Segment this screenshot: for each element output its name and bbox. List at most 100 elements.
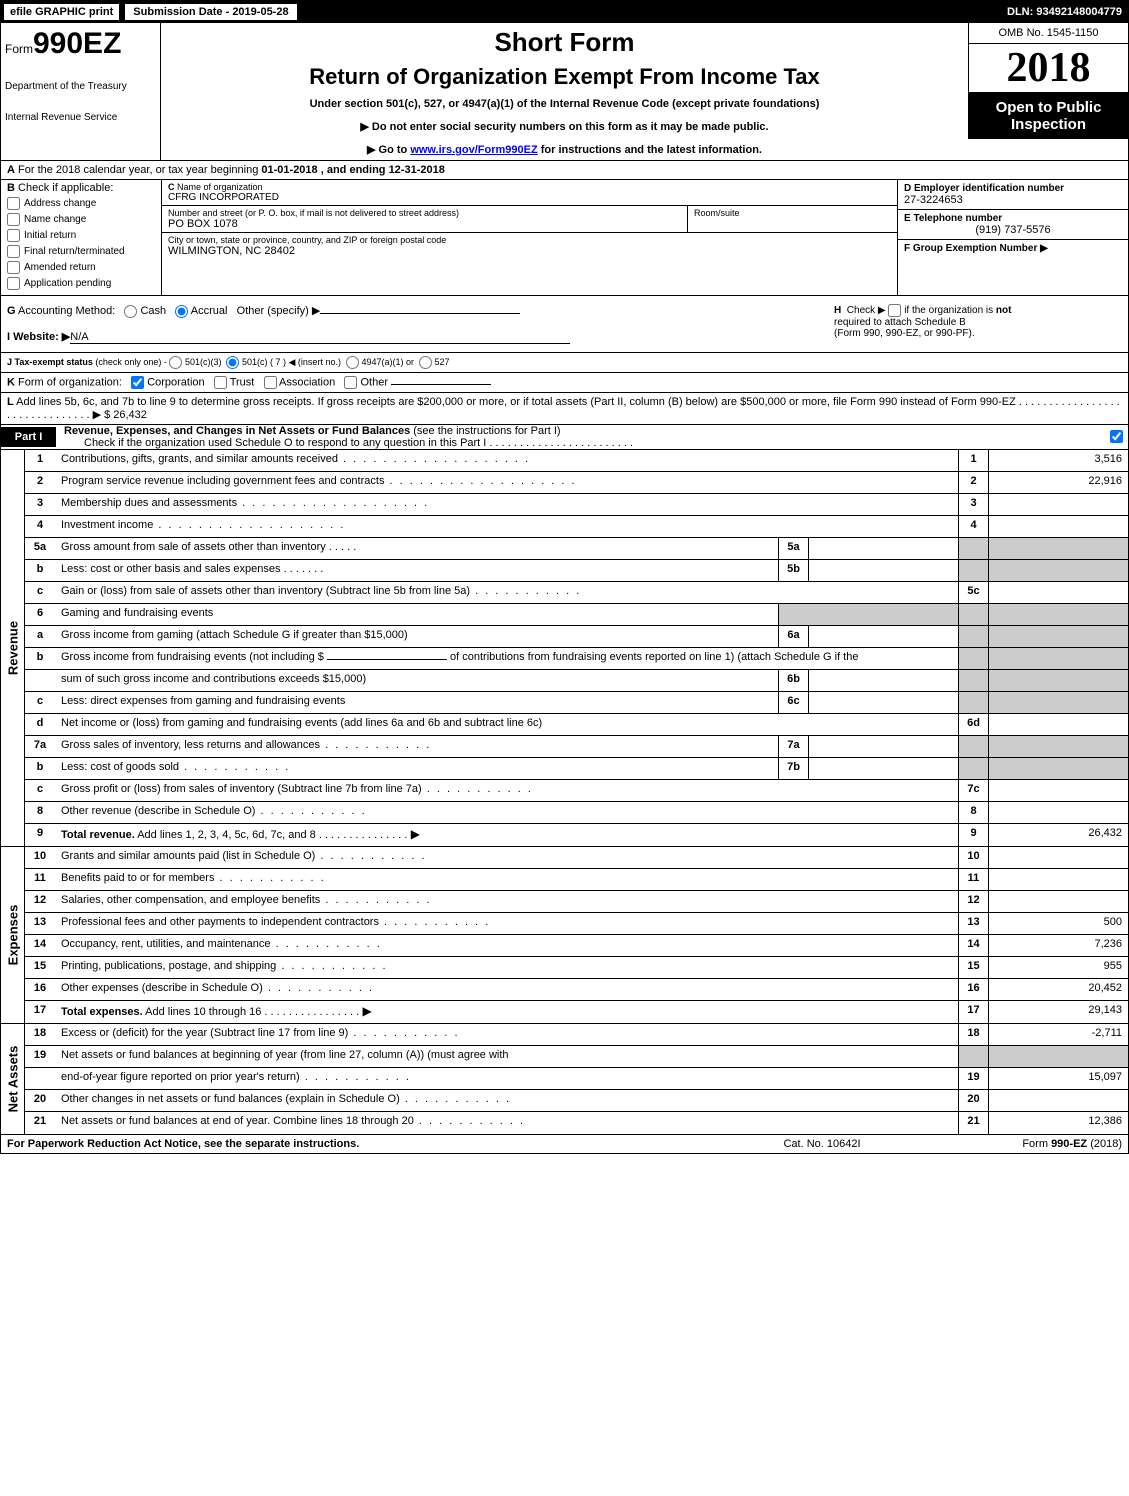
r6b2-num (25, 670, 55, 691)
h-checkbox[interactable] (888, 304, 901, 317)
line-j: J Tax-exempt status (check only one) - 5… (1, 353, 1128, 373)
k-corp-check[interactable] (131, 376, 144, 389)
row-10: 10 Grants and similar amounts paid (list… (25, 847, 1128, 869)
row-4: 4 Investment income 4 (25, 516, 1128, 538)
r6d-num: d (25, 714, 55, 735)
short-form-title: Short Form (169, 27, 960, 58)
r10-rval (988, 847, 1128, 868)
r4-desc: Investment income (55, 516, 958, 537)
row-5b: b Less: cost or other basis and sales ex… (25, 560, 1128, 582)
chk-app-pending: Application pending (7, 277, 155, 290)
r12-rnum: 12 (958, 891, 988, 912)
part1-title-text: Revenue, Expenses, and Changes in Net As… (64, 425, 413, 437)
j-501c3-radio[interactable] (169, 356, 182, 369)
chk-name-change: Name change (7, 213, 155, 226)
r6c-desc: Less: direct expenses from gaming and fu… (55, 692, 778, 713)
r1-rval: 3,516 (988, 450, 1128, 471)
revenue-rows: 1 Contributions, gifts, grants, and simi… (25, 450, 1128, 846)
irs-link[interactable]: www.irs.gov/Form990EZ (410, 144, 537, 156)
h-label: H (834, 305, 841, 316)
r6a-grey-rnum (958, 626, 988, 647)
line-a-label: A (7, 164, 15, 176)
g-cash-radio[interactable] (124, 305, 137, 318)
header-center: Short Form Return of Organization Exempt… (161, 23, 968, 160)
section-b: B Check if applicable: Address change Na… (1, 180, 161, 295)
k-assoc-check[interactable] (264, 376, 277, 389)
k-corp: Corporation (147, 376, 204, 388)
g-accrual: Accrual (191, 305, 228, 317)
form-container: efile GRAPHIC print Submission Date - 20… (0, 0, 1129, 1154)
chk-initial-return-box[interactable] (7, 229, 20, 242)
info-block: B Check if applicable: Address change Na… (1, 180, 1128, 296)
j-527: 527 (435, 356, 450, 366)
return-title: Return of Organization Exempt From Incom… (169, 64, 960, 90)
r6b-d1: Gross income from fundraising events (no… (61, 651, 327, 663)
r19a-grey-rval (988, 1046, 1128, 1067)
r10-rnum: 10 (958, 847, 988, 868)
row-16: 16 Other expenses (describe in Schedule … (25, 979, 1128, 1001)
r6b1-grey-rval (988, 648, 1128, 669)
r16-rval: 20,452 (988, 979, 1128, 1000)
g-accrual-radio[interactable] (175, 305, 188, 318)
row-7a: 7a Gross sales of inventory, less return… (25, 736, 1128, 758)
j-501c-radio[interactable] (226, 356, 239, 369)
e-label: E Telephone number (904, 213, 1122, 224)
k-other-check[interactable] (344, 376, 357, 389)
goto-link-line: ▶ Go to www.irs.gov/Form990EZ for instru… (169, 143, 960, 156)
r6b2-grey-rnum (958, 670, 988, 691)
chk-address-change: Address change (7, 197, 155, 210)
k-other-line (391, 384, 491, 385)
c-sub: Name of organization (177, 182, 263, 192)
section-c: C Name of organization CFRG INCORPORATED (162, 180, 897, 206)
r12-num: 12 (25, 891, 55, 912)
r7a-grey-rval (988, 736, 1128, 757)
j-527-radio[interactable] (419, 356, 432, 369)
page-footer: For Paperwork Reduction Act Notice, see … (1, 1135, 1128, 1153)
row-15: 15 Printing, publications, postage, and … (25, 957, 1128, 979)
r7c-num: c (25, 780, 55, 801)
r6d-rnum: 6d (958, 714, 988, 735)
r6c-mid: 6c (778, 692, 808, 713)
footer-right-bold: 990-EZ (1051, 1138, 1087, 1150)
section-e: E Telephone number (919) 737-5576 (898, 210, 1128, 240)
j-4947-radio[interactable] (346, 356, 359, 369)
efile-print-button[interactable]: efile GRAPHIC print (3, 3, 120, 21)
line-i: I Website: ▶N/A (7, 330, 822, 344)
chk-name-change-box[interactable] (7, 213, 20, 226)
row-17: 17 Total expenses. Add lines 10 through … (25, 1001, 1128, 1023)
row-7b: b Less: cost of goods sold 7b (25, 758, 1128, 780)
k-label: K (7, 376, 15, 388)
r13-rnum: 13 (958, 913, 988, 934)
r1-desc: Contributions, gifts, grants, and simila… (55, 450, 958, 471)
r6-desc: Gaming and fundraising events (55, 604, 778, 625)
chk-app-pending-box[interactable] (7, 277, 20, 290)
r5b-mid: 5b (778, 560, 808, 581)
r17-rnum: 17 (958, 1001, 988, 1023)
r5a-mid: 5a (778, 538, 808, 559)
open-to-public: Open to Public Inspection (968, 93, 1128, 139)
line-a: A For the 2018 calendar year, or tax yea… (1, 161, 1128, 180)
r21-rval: 12,386 (988, 1112, 1128, 1134)
part1-checkbox[interactable] (1110, 430, 1123, 443)
k-other: Other (360, 376, 388, 388)
r6c-grey-rnum (958, 692, 988, 713)
r12-rval (988, 891, 1128, 912)
chk-final-return-box[interactable] (7, 245, 20, 258)
r14-rval: 7,236 (988, 935, 1128, 956)
r10-desc: Grants and similar amounts paid (list in… (55, 847, 958, 868)
r6-grey-rnum (958, 604, 988, 625)
expenses-rows: 10 Grants and similar amounts paid (list… (25, 847, 1128, 1023)
r9-rnum: 9 (958, 824, 988, 846)
line-a-end: 12-31-2018 (389, 164, 445, 176)
chk-address-change-box[interactable] (7, 197, 20, 210)
line-g: G Accounting Method: Cash Accrual Other … (7, 304, 822, 318)
r7c-rval (988, 780, 1128, 801)
k-trust-check[interactable] (214, 376, 227, 389)
r4-rnum: 4 (958, 516, 988, 537)
phone-value: (919) 737-5576 (904, 224, 1122, 236)
r13-rval: 500 (988, 913, 1128, 934)
chk-amended-return-box[interactable] (7, 261, 20, 274)
r6a-desc: Gross income from gaming (attach Schedul… (55, 626, 778, 647)
r20-desc: Other changes in net assets or fund bala… (55, 1090, 958, 1111)
c-name-label: C Name of organization (168, 182, 891, 192)
